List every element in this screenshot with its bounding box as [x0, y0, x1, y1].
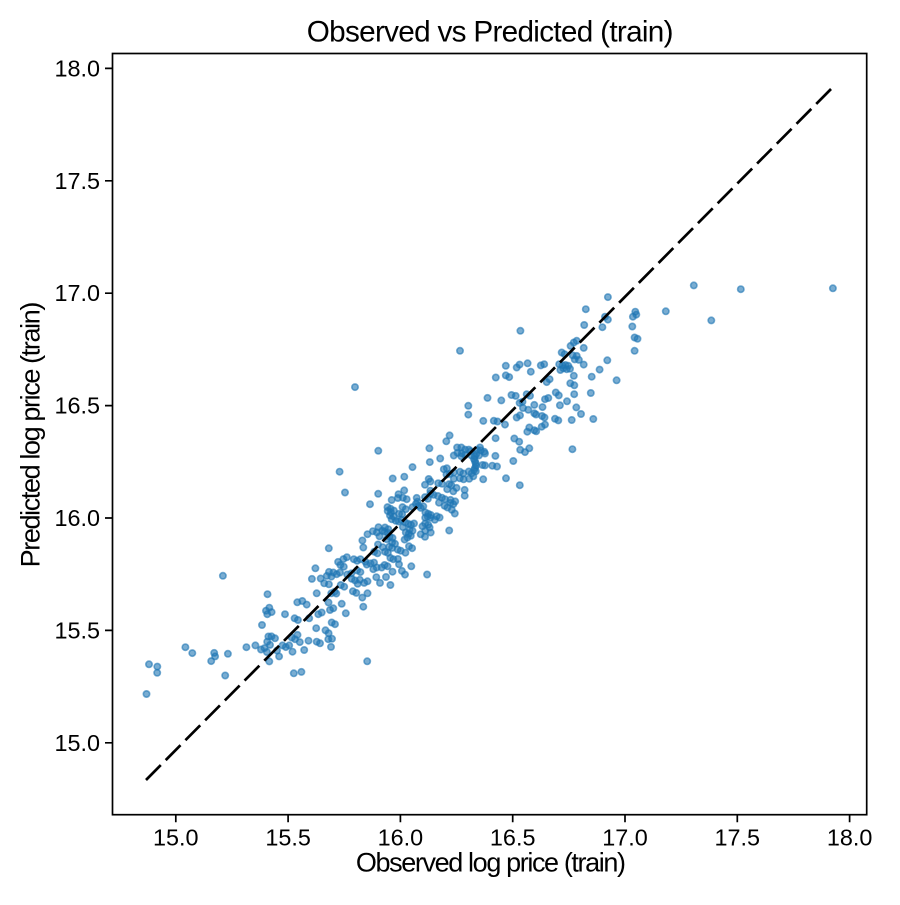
svg-text:Predicted log price (train): Predicted log price (train): [16, 303, 46, 568]
svg-text:18.0: 18.0: [827, 825, 873, 851]
svg-text:16.0: 16.0: [54, 505, 100, 531]
svg-text:16.0: 16.0: [378, 825, 424, 851]
svg-text:15.0: 15.0: [153, 825, 199, 851]
svg-text:17.0: 17.0: [54, 280, 100, 306]
svg-text:16.5: 16.5: [490, 825, 536, 851]
svg-text:15.5: 15.5: [54, 617, 100, 643]
svg-text:Observed log price (train): Observed log price (train): [356, 848, 625, 878]
svg-text:17.5: 17.5: [54, 168, 100, 194]
svg-text:16.5: 16.5: [54, 393, 100, 419]
svg-text:15.5: 15.5: [265, 825, 311, 851]
svg-text:17.0: 17.0: [602, 825, 648, 851]
svg-text:18.0: 18.0: [54, 55, 100, 81]
svg-text:Observed vs Predicted (train): Observed vs Predicted (train): [307, 15, 673, 48]
svg-text:17.5: 17.5: [715, 825, 761, 851]
svg-text:15.0: 15.0: [54, 730, 100, 756]
